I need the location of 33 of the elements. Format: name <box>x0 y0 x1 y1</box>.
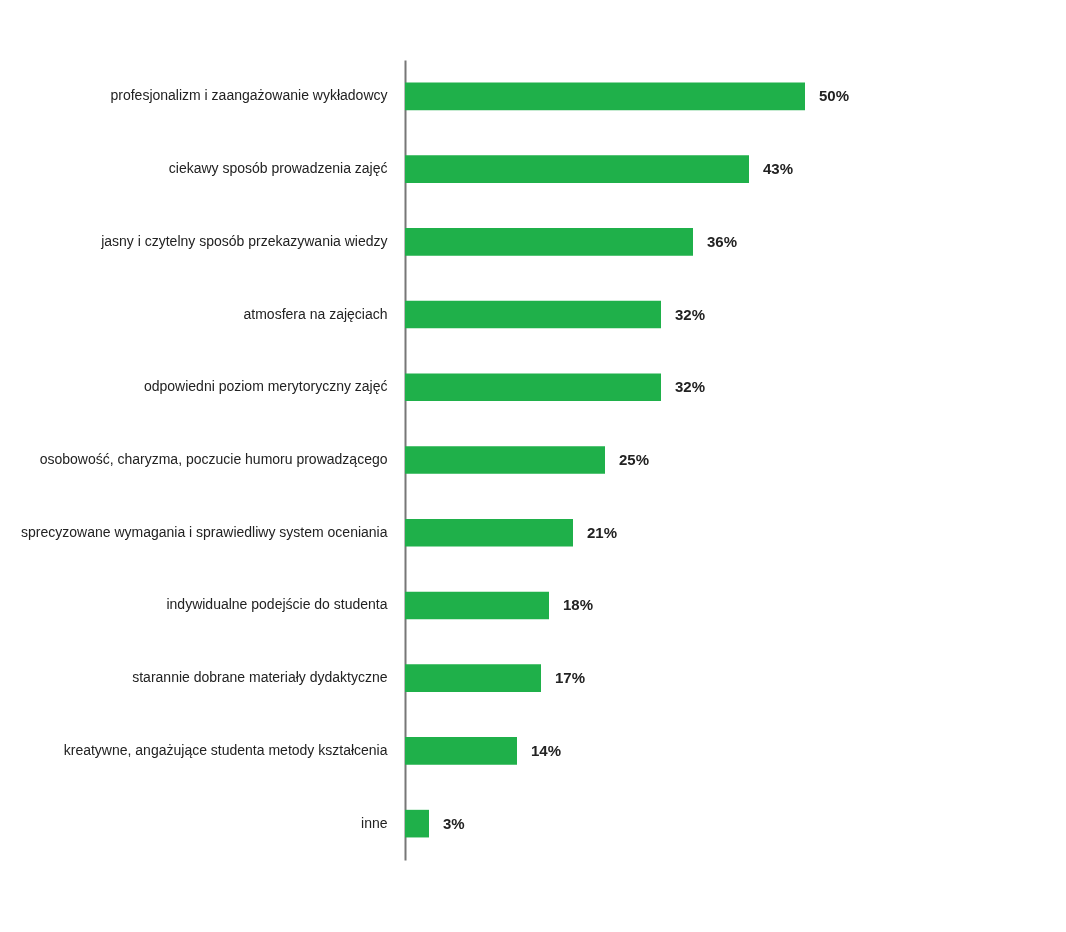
bar <box>405 300 661 329</box>
data-label: 25% <box>619 451 650 468</box>
bar <box>405 228 693 256</box>
bar <box>405 518 573 547</box>
data-label: 32% <box>675 305 706 323</box>
data-label: 43% <box>763 160 794 178</box>
data-label: 3% <box>443 814 465 832</box>
data-label: 32% <box>675 378 706 396</box>
y-tick-label: inne <box>361 814 388 831</box>
y-tick-label: indywidualne podejście do studenta <box>166 596 388 613</box>
y-tick-label: odpowiedni poziom merytoryczny zajęć <box>143 378 388 395</box>
data-label: 17% <box>555 669 586 687</box>
bar <box>405 82 805 111</box>
y-tick-label: ciekawy sposób prowadzenia zajęć <box>168 160 388 177</box>
y-tick-label: osobowość, charyzma, poczucie humoru prowadzącego <box>39 451 388 467</box>
y-tick-label: profesjonalizm i zaangażowanie wykładowcy <box>110 87 388 104</box>
bar <box>405 809 429 838</box>
y-tick-label: sprecyzowane wymagania i sprawiedliwy system oceniania <box>21 523 388 540</box>
data-label: 18% <box>563 596 594 614</box>
y-tick-label: jasny i czytelny sposób przekazywania wiedzy <box>100 232 388 249</box>
bar <box>405 591 549 620</box>
data-label: 50% <box>819 87 850 105</box>
data-label: 14% <box>531 741 562 759</box>
bar <box>405 737 517 765</box>
bar <box>405 373 661 402</box>
data-label: 21% <box>587 523 618 541</box>
bar <box>405 664 541 692</box>
y-tick-label: starannie dobrane materiały dydaktyczne <box>132 669 388 686</box>
bar <box>405 446 605 474</box>
y-tick-label: kreatywne, angażujące studenta metody kształcenia <box>63 741 388 758</box>
bar <box>405 155 749 183</box>
data-label: 36% <box>707 232 738 250</box>
y-tick-label: atmosfera na zajęciach <box>243 305 388 322</box>
